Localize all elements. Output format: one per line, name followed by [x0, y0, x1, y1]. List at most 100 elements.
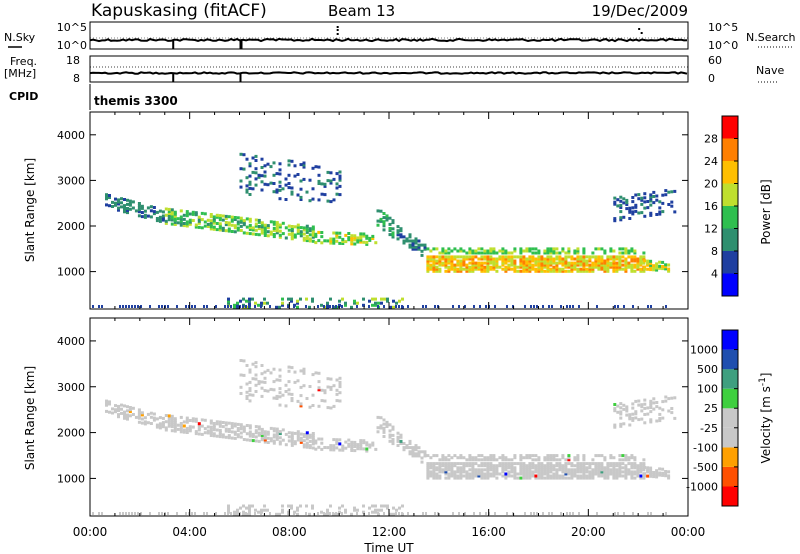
power-cell	[525, 263, 529, 267]
velocity-cell	[435, 454, 439, 458]
power-cell	[278, 235, 282, 239]
power-cell	[667, 203, 671, 206]
velocity-cell	[596, 512, 598, 515]
power-cell	[233, 303, 236, 307]
velocity-cell	[501, 458, 505, 462]
power-cell	[658, 206, 662, 210]
velocity-cell	[450, 464, 454, 468]
velocity-cell	[513, 476, 517, 480]
velocity-cell	[329, 448, 333, 452]
power-cell	[122, 305, 124, 308]
power-cell	[528, 269, 532, 273]
velocity-cell	[140, 512, 142, 515]
velocity-cell	[263, 370, 267, 374]
power-cell	[287, 224, 291, 228]
power-cell	[486, 257, 490, 261]
power-cell	[630, 259, 634, 263]
velocity-cell	[486, 456, 490, 460]
velocity-cell	[474, 456, 478, 460]
velocity-cell	[468, 474, 472, 478]
velocity-cell	[347, 444, 351, 448]
power-cell	[191, 219, 195, 222]
power-cell	[275, 172, 279, 176]
power-cell	[374, 297, 377, 301]
power-cell	[98, 305, 100, 308]
power-cell	[453, 269, 457, 273]
velocity-cell	[388, 439, 392, 443]
velocity-cell	[658, 412, 662, 416]
power-cell	[233, 230, 237, 234]
velocity-cell	[471, 458, 475, 462]
velocity-cell	[516, 472, 520, 476]
power-cell	[194, 211, 198, 215]
velocity-cell	[209, 427, 213, 431]
power-cell	[630, 247, 634, 251]
velocity-cell	[269, 512, 271, 515]
velocity-cell	[332, 448, 336, 452]
velocity-cell	[564, 470, 568, 474]
velocity-cell	[549, 470, 553, 474]
y-tick-label: 1000	[57, 472, 85, 485]
power-cell	[432, 247, 436, 251]
velocity-cell	[401, 504, 404, 508]
power-cell	[251, 170, 255, 174]
velocity-cell	[570, 476, 574, 480]
velocity-cell	[429, 472, 433, 476]
velocity-cell	[248, 438, 252, 442]
velocity-cell	[308, 435, 312, 439]
velocity-cell	[531, 470, 535, 474]
power-cell	[594, 255, 598, 259]
velocity-cell	[254, 365, 258, 369]
velocity-cell	[368, 443, 372, 447]
power-cell	[269, 181, 273, 185]
velocity-cell	[260, 380, 264, 384]
velocity-cell	[459, 472, 463, 476]
velocity-cell	[257, 510, 260, 514]
power-cell	[368, 236, 372, 240]
velocity-cell	[396, 444, 400, 447]
velocity-cell	[522, 468, 526, 472]
velocity-cell	[411, 450, 415, 454]
power-cell	[257, 220, 261, 224]
power-cell	[269, 232, 273, 236]
power-cell	[275, 231, 279, 235]
power-cell	[332, 239, 336, 243]
power-cell	[305, 190, 309, 194]
power-cell	[338, 174, 342, 178]
power-cell	[516, 255, 520, 259]
power-cell	[248, 301, 251, 305]
velocity-cell	[618, 462, 622, 466]
power-cell	[323, 184, 327, 188]
power-cell	[489, 261, 493, 265]
power-cell	[179, 215, 183, 219]
power-cell	[146, 206, 150, 210]
velocity-cell	[140, 411, 144, 415]
velocity-cell	[453, 462, 457, 466]
power-cell	[152, 206, 156, 209]
power-cell	[495, 251, 499, 255]
velocity-cell	[468, 472, 472, 476]
power-cell	[570, 267, 574, 271]
velocity-cell	[477, 454, 481, 458]
power-cell	[281, 303, 284, 307]
velocity-cell	[155, 417, 159, 421]
power-cell	[603, 249, 607, 253]
power-cell	[248, 174, 252, 178]
velocity-cell	[606, 462, 610, 466]
power-cell	[420, 243, 424, 247]
velocity-cell	[468, 458, 472, 462]
velocity-cell	[423, 454, 427, 458]
power-cell	[537, 269, 541, 273]
power-cell	[438, 269, 442, 273]
velocity-cell	[215, 434, 219, 438]
power-cell	[290, 231, 294, 235]
power-cell	[542, 305, 544, 308]
power-cell	[498, 255, 502, 259]
velocity-cell	[227, 427, 231, 431]
power-cell	[266, 230, 270, 234]
velocity-cell	[639, 476, 643, 480]
power-cell	[284, 177, 288, 181]
velocity-cell	[492, 454, 496, 458]
power-cell	[405, 237, 409, 241]
power-cell	[561, 261, 565, 265]
